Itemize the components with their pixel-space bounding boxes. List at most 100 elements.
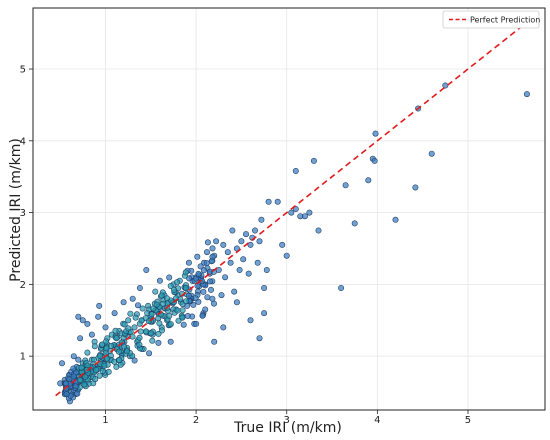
data-point bbox=[96, 302, 103, 309]
data-point bbox=[185, 292, 192, 299]
data-point bbox=[372, 130, 379, 137]
data-point bbox=[136, 341, 143, 348]
perfect-prediction-line bbox=[55, 18, 532, 397]
data-point bbox=[256, 238, 263, 245]
x-tick-label: 5 bbox=[465, 415, 471, 426]
data-point bbox=[283, 252, 290, 259]
data-point bbox=[93, 366, 100, 373]
data-point bbox=[149, 337, 156, 344]
data-point bbox=[208, 286, 215, 293]
data-point bbox=[256, 335, 263, 342]
data-point bbox=[152, 288, 159, 295]
data-point bbox=[70, 365, 77, 372]
data-point bbox=[125, 317, 132, 324]
data-point bbox=[392, 216, 399, 223]
data-point bbox=[365, 177, 372, 184]
data-point bbox=[261, 284, 268, 291]
data-point bbox=[137, 328, 144, 335]
x-tick-label: 4 bbox=[374, 415, 380, 426]
data-point bbox=[175, 317, 182, 324]
data-point bbox=[194, 253, 201, 260]
data-point bbox=[197, 263, 204, 270]
data-point bbox=[247, 317, 254, 324]
data-point bbox=[76, 376, 83, 383]
data-point bbox=[182, 269, 189, 276]
data-point bbox=[105, 368, 112, 375]
data-point bbox=[192, 295, 199, 302]
data-point bbox=[75, 356, 82, 363]
data-point bbox=[203, 260, 210, 267]
data-point bbox=[92, 376, 99, 383]
data-point bbox=[75, 313, 82, 320]
data-point bbox=[167, 338, 174, 345]
data-point bbox=[199, 312, 206, 319]
data-point bbox=[125, 325, 132, 332]
data-point bbox=[209, 295, 216, 302]
x-tick-label: 1 bbox=[102, 415, 108, 426]
x-tick-label: 2 bbox=[193, 415, 199, 426]
data-point bbox=[252, 227, 259, 234]
data-point bbox=[180, 321, 187, 328]
data-point bbox=[207, 278, 214, 285]
data-point bbox=[171, 286, 178, 293]
data-point bbox=[179, 307, 186, 314]
data-point bbox=[143, 266, 150, 273]
data-point bbox=[95, 313, 102, 320]
legend-box bbox=[442, 10, 540, 29]
y-axis-title: Predicted IRI (m/km) bbox=[8, 138, 24, 282]
data-point bbox=[338, 284, 345, 291]
data-point bbox=[108, 342, 115, 349]
data-point bbox=[135, 302, 142, 309]
data-point bbox=[156, 277, 163, 284]
data-point bbox=[265, 198, 272, 205]
data-point bbox=[156, 320, 163, 327]
data-point bbox=[261, 310, 268, 317]
data-point bbox=[263, 266, 270, 273]
data-point bbox=[138, 317, 145, 324]
data-point bbox=[183, 298, 190, 305]
data-point bbox=[523, 91, 530, 98]
data-point bbox=[245, 270, 252, 277]
data-point bbox=[97, 352, 104, 359]
data-point bbox=[72, 383, 79, 390]
data-point bbox=[254, 259, 261, 266]
data-point bbox=[112, 327, 119, 334]
data-point bbox=[77, 335, 84, 342]
data-point bbox=[148, 330, 155, 337]
data-point bbox=[220, 324, 227, 331]
data-point bbox=[78, 364, 85, 371]
data-point bbox=[213, 238, 220, 245]
data-point bbox=[412, 184, 419, 191]
data-point bbox=[155, 330, 162, 337]
data-point bbox=[113, 335, 120, 342]
data-point bbox=[167, 321, 174, 328]
data-point bbox=[209, 253, 216, 260]
data-point bbox=[127, 310, 134, 317]
data-point bbox=[66, 376, 73, 383]
data-point bbox=[274, 198, 281, 205]
data-point bbox=[195, 270, 202, 277]
data-point bbox=[240, 256, 247, 263]
data-point bbox=[167, 282, 174, 289]
data-point bbox=[442, 82, 449, 89]
data-point bbox=[84, 320, 91, 327]
data-point bbox=[155, 339, 162, 346]
data-point bbox=[166, 312, 173, 319]
data-point bbox=[204, 239, 211, 246]
data-point bbox=[63, 391, 70, 398]
x-tick-label: 3 bbox=[284, 415, 290, 426]
data-point bbox=[81, 381, 88, 388]
y-tick-label: 2 bbox=[20, 280, 26, 291]
data-point bbox=[204, 294, 211, 301]
data-point bbox=[84, 349, 91, 356]
data-point bbox=[182, 284, 189, 291]
data-point bbox=[233, 299, 240, 306]
data-point bbox=[88, 331, 95, 338]
data-point bbox=[301, 213, 308, 220]
data-point bbox=[96, 372, 103, 379]
data-point bbox=[288, 209, 295, 216]
data-point bbox=[143, 328, 150, 335]
data-point bbox=[218, 292, 225, 299]
